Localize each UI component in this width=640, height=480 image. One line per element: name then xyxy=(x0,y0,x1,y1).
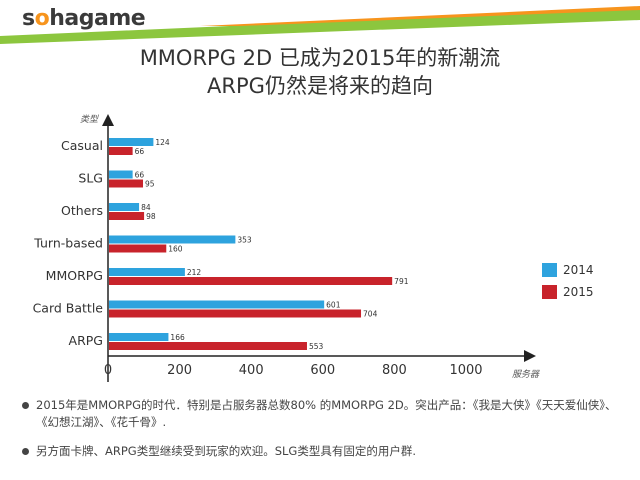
category-label: Turn-based xyxy=(33,236,103,251)
legend-label: 2015 xyxy=(563,285,594,299)
bar-2014 xyxy=(109,170,133,179)
notes: 2015年是MMORPG的时代．特别是占服务器总数80% 的MMORPG 2D。… xyxy=(22,397,622,472)
bar-2015 xyxy=(109,179,144,188)
bar-2015 xyxy=(109,147,133,155)
bar-2015 xyxy=(109,244,167,253)
data-label: 84 xyxy=(141,203,151,212)
header-band: sohagame xyxy=(0,0,640,44)
category-label: Others xyxy=(61,203,103,218)
data-label: 98 xyxy=(146,212,156,221)
header-decoration xyxy=(0,0,640,44)
x-axis-label: 服务器 xyxy=(512,369,540,380)
category-label: Casual xyxy=(61,138,103,153)
legend-swatch-2014 xyxy=(542,263,557,277)
data-label: 166 xyxy=(170,333,185,342)
data-label: 160 xyxy=(168,245,183,254)
bar-2014 xyxy=(109,268,185,276)
bar-2015 xyxy=(109,342,307,350)
bullet-icon xyxy=(22,448,29,455)
bar-2014 xyxy=(109,138,154,146)
data-label: 212 xyxy=(187,268,202,277)
category-label: MMORPG xyxy=(46,268,103,283)
x-tick-label: 1000 xyxy=(449,363,482,378)
data-label: 95 xyxy=(145,180,155,189)
x-tick-label: 600 xyxy=(310,363,335,378)
header-green-stripe xyxy=(0,8,640,44)
bar-2014 xyxy=(109,203,140,211)
header-orange-stripe xyxy=(200,6,640,26)
bar-2014 xyxy=(109,333,169,341)
x-tick-label: 0 xyxy=(104,363,112,378)
bar-2015 xyxy=(109,277,393,285)
data-label: 791 xyxy=(394,277,409,286)
chart-title-line-1: MMORPG 2D 已成为2015年的新潮流 xyxy=(139,46,501,70)
data-label: 66 xyxy=(135,171,145,180)
chart-title-line-2: ARPG仍然是将来的趋向 xyxy=(207,74,433,98)
bar-2015 xyxy=(109,212,145,220)
category-label: Card Battle xyxy=(33,301,104,316)
data-label: 704 xyxy=(363,310,378,319)
note-1-text: 2015年是MMORPG的时代．特别是占服务器总数80% 的MMORPG 2D。… xyxy=(36,398,617,429)
data-label: 124 xyxy=(155,138,170,147)
chart-title: MMORPG 2D 已成为2015年的新潮流 ARPG仍然是将来的趋向 xyxy=(0,44,640,100)
bar-2015 xyxy=(109,309,362,318)
data-label: 353 xyxy=(237,236,252,245)
note-1: 2015年是MMORPG的时代．特别是占服务器总数80% 的MMORPG 2D。… xyxy=(22,397,622,431)
bar-2014 xyxy=(109,300,325,309)
note-2-text: 另方面卡牌、ARPG类型继续受到玩家的欢迎。SLG类型具有固定的用户群. xyxy=(36,444,416,458)
data-label: 66 xyxy=(135,147,145,156)
x-tick-label: 800 xyxy=(382,363,407,378)
x-tick-label: 400 xyxy=(239,363,264,378)
y-axis-label: 类型 xyxy=(80,114,99,125)
sohagame-logo: sohagame xyxy=(22,6,146,31)
legend-swatch-2015 xyxy=(542,285,557,299)
category-label: ARPG xyxy=(69,333,103,348)
bar-2014 xyxy=(109,235,236,244)
note-2: 另方面卡牌、ARPG类型继续受到玩家的欢迎。SLG类型具有固定的用户群. xyxy=(22,443,622,460)
legend-label: 2014 xyxy=(563,263,594,277)
bullet-icon xyxy=(22,402,29,409)
data-label: 553 xyxy=(309,342,324,351)
x-tick-label: 200 xyxy=(167,363,192,378)
data-label: 601 xyxy=(326,301,341,310)
category-label: SLG xyxy=(78,171,103,186)
